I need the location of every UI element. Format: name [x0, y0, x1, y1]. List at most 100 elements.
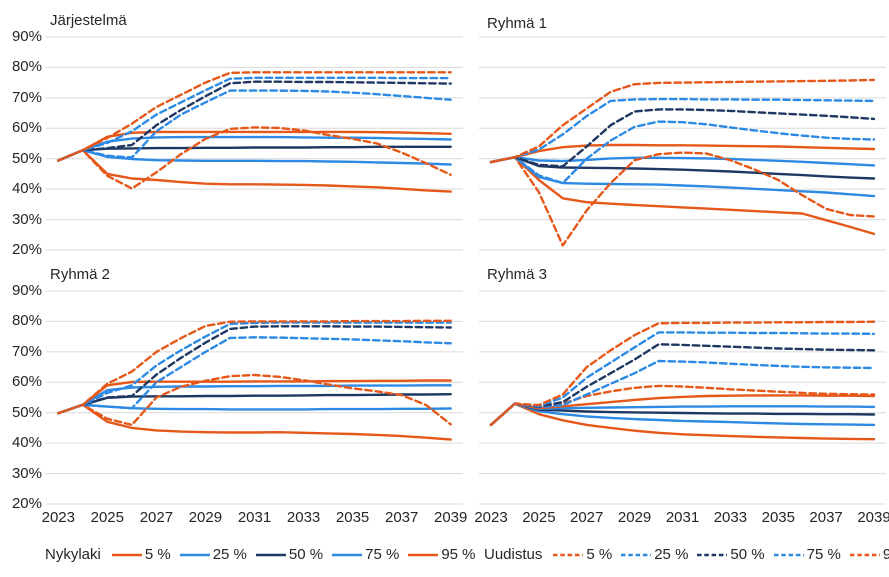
series-jarjestelma-nykylaki-75	[57, 135, 452, 162]
series-ryhma-2-nykylaki-75	[57, 384, 452, 415]
y-axis-label: 70%	[11, 89, 42, 106]
x-axis-label: 2033	[713, 509, 748, 526]
legend-item: 50 %	[255, 546, 323, 563]
series-ryhma-1-uudistus-25	[489, 120, 876, 185]
legend-swatch-dashed-icon	[621, 553, 652, 556]
y-axis-bottom: 90% 80% 70% 60% 50% 40% 30% 20%	[0, 283, 42, 512]
x-axis-label: 2035	[761, 509, 795, 526]
legend-item-label: 75 %	[806, 546, 841, 563]
legend-nykylaki: Nykylaki 5 % 25 % 50 % 75 % 95 %	[45, 546, 476, 563]
legend-swatch-dashed-icon	[697, 553, 728, 556]
series-ryhma-3-uudistus-75	[489, 331, 876, 427]
legend-uudistus: Uudistus 5 % 25 % 50 % 75 % 95 %	[484, 546, 889, 563]
legend-swatch-solid-icon	[332, 553, 363, 556]
legend-swatch-solid-icon	[408, 553, 439, 556]
x-axis-label: 2033	[286, 509, 321, 526]
plot-ryhma-2	[46, 290, 463, 505]
legend-item-label: 95 %	[441, 546, 476, 563]
x-axis-label: 2037	[385, 509, 419, 526]
x-axis-label: 2035	[335, 509, 370, 526]
legend-item-label: 75 %	[365, 546, 400, 563]
legend-item: 95 %	[408, 546, 476, 563]
y-axis-label: 30%	[11, 465, 42, 482]
y-axis-label: 50%	[11, 404, 42, 421]
plot-ryhma-1	[479, 36, 886, 251]
series-jarjestelma-nykylaki-95	[57, 130, 452, 162]
series-jarjestelma-uudistus-95	[57, 71, 452, 162]
series-ryhma-3-uudistus-25	[489, 359, 876, 427]
legend-swatch-solid-icon	[111, 553, 142, 556]
y-axis-label: 20%	[11, 241, 42, 258]
plot-ryhma-3	[479, 290, 886, 505]
series-ryhma-2-uudistus-95	[57, 319, 452, 415]
x-axis-label: 2039	[857, 509, 889, 526]
legend-swatch-dashed-icon	[553, 553, 584, 556]
x-axis-label: 2039	[434, 509, 468, 526]
series-ryhma-3-nykylaki-25	[489, 402, 876, 427]
series-jarjestelma-uudistus-75	[57, 76, 452, 162]
series-ryhma-2-nykylaki-95	[57, 379, 452, 415]
x-axis-label: 2025	[522, 509, 556, 526]
series-ryhma-2-uudistus-75	[57, 321, 452, 415]
legend-swatch-dashed-icon	[849, 553, 880, 556]
legend-item-label: 95 %	[882, 546, 889, 563]
y-axis-label: 80%	[11, 312, 42, 329]
plot-jarjestelma	[46, 36, 463, 251]
series-ryhma-1-nykylaki-75	[489, 155, 876, 167]
x-axis-label: 2023	[474, 509, 508, 526]
series-ryhma-1-uudistus-5	[489, 151, 876, 247]
legend-item-label: 5 %	[144, 546, 171, 563]
chart-title-ryhma-3: Ryhmä 3	[487, 266, 548, 283]
x-axis-label: 2027	[139, 509, 174, 526]
series-jarjestelma-nykylaki-25	[57, 148, 452, 166]
legend-item: 50 %	[697, 546, 765, 563]
legend-swatch-solid-icon	[179, 553, 210, 556]
x-axis-left: 2023 2025 2027 2029 2031 2033 2035 2037 2039	[42, 509, 468, 529]
y-axis-label: 60%	[11, 373, 42, 390]
legend-item: 95 %	[849, 546, 889, 563]
y-axis-label: 90%	[11, 28, 42, 45]
legend-item: 25 %	[179, 546, 247, 563]
series-jarjestelma-uudistus-50	[57, 80, 452, 162]
y-axis-label: 30%	[11, 211, 42, 228]
x-axis-label: 2029	[617, 509, 652, 526]
chart-title-ryhma-1: Ryhmä 1	[487, 15, 548, 32]
y-axis-label: 40%	[11, 180, 42, 197]
series-ryhma-1-uudistus-95	[489, 78, 876, 164]
chart-title-ryhma-2: Ryhmä 2	[50, 266, 111, 283]
y-axis-label: 60%	[11, 119, 42, 136]
series-jarjestelma-nykylaki-5	[57, 148, 452, 193]
series-ryhma-3-uudistus-95	[489, 320, 876, 427]
series-ryhma-3-nykylaki-50	[489, 402, 876, 427]
series-ryhma-2-uudistus-5	[57, 373, 452, 427]
series-ryhma-3-uudistus-50	[489, 343, 876, 427]
series-ryhma-2-uudistus-25	[57, 336, 452, 415]
legend-item-label: 25 %	[654, 546, 689, 563]
y-axis-label: 40%	[11, 434, 42, 451]
y-axis-label: 50%	[11, 150, 42, 167]
series-ryhma-1-uudistus-75	[489, 97, 876, 164]
y-axis-top: 90% 80% 70% 60% 50% 40% 30% 20%	[0, 29, 42, 258]
series-ryhma-1-nykylaki-95	[489, 143, 876, 164]
legend-group-name: Uudistus	[484, 546, 543, 563]
x-axis-label: 2027	[570, 509, 604, 526]
legend-item: 25 %	[621, 546, 688, 563]
legend-item-label: 50 %	[730, 546, 765, 563]
y-axis-label: 90%	[11, 282, 42, 299]
series-ryhma-2-uudistus-50	[57, 325, 452, 415]
x-axis-label: 2037	[809, 509, 843, 526]
series-ryhma-2-nykylaki-25	[57, 403, 452, 415]
legend-item: 5 %	[111, 546, 171, 563]
series-ryhma-3-nykylaki-5	[489, 402, 876, 441]
series-ryhma-2-nykylaki-5	[57, 403, 452, 441]
legend-group-name: Nykylaki	[45, 546, 101, 563]
x-axis-right: 2023 2025 2027 2029 2031 2033 2035 2037 2039	[474, 509, 889, 529]
series-ryhma-1-uudistus-50	[489, 108, 876, 168]
x-axis-label: 2031	[665, 509, 700, 526]
y-axis-label: 80%	[11, 58, 42, 75]
legend-item: 5 %	[553, 546, 612, 563]
series-jarjestelma-uudistus-5	[57, 126, 452, 190]
series-ryhma-3-nykylaki-75	[489, 402, 876, 427]
x-axis-label: 2023	[41, 509, 75, 526]
chart-title-jarjestelma: Järjestelmä	[50, 12, 127, 29]
